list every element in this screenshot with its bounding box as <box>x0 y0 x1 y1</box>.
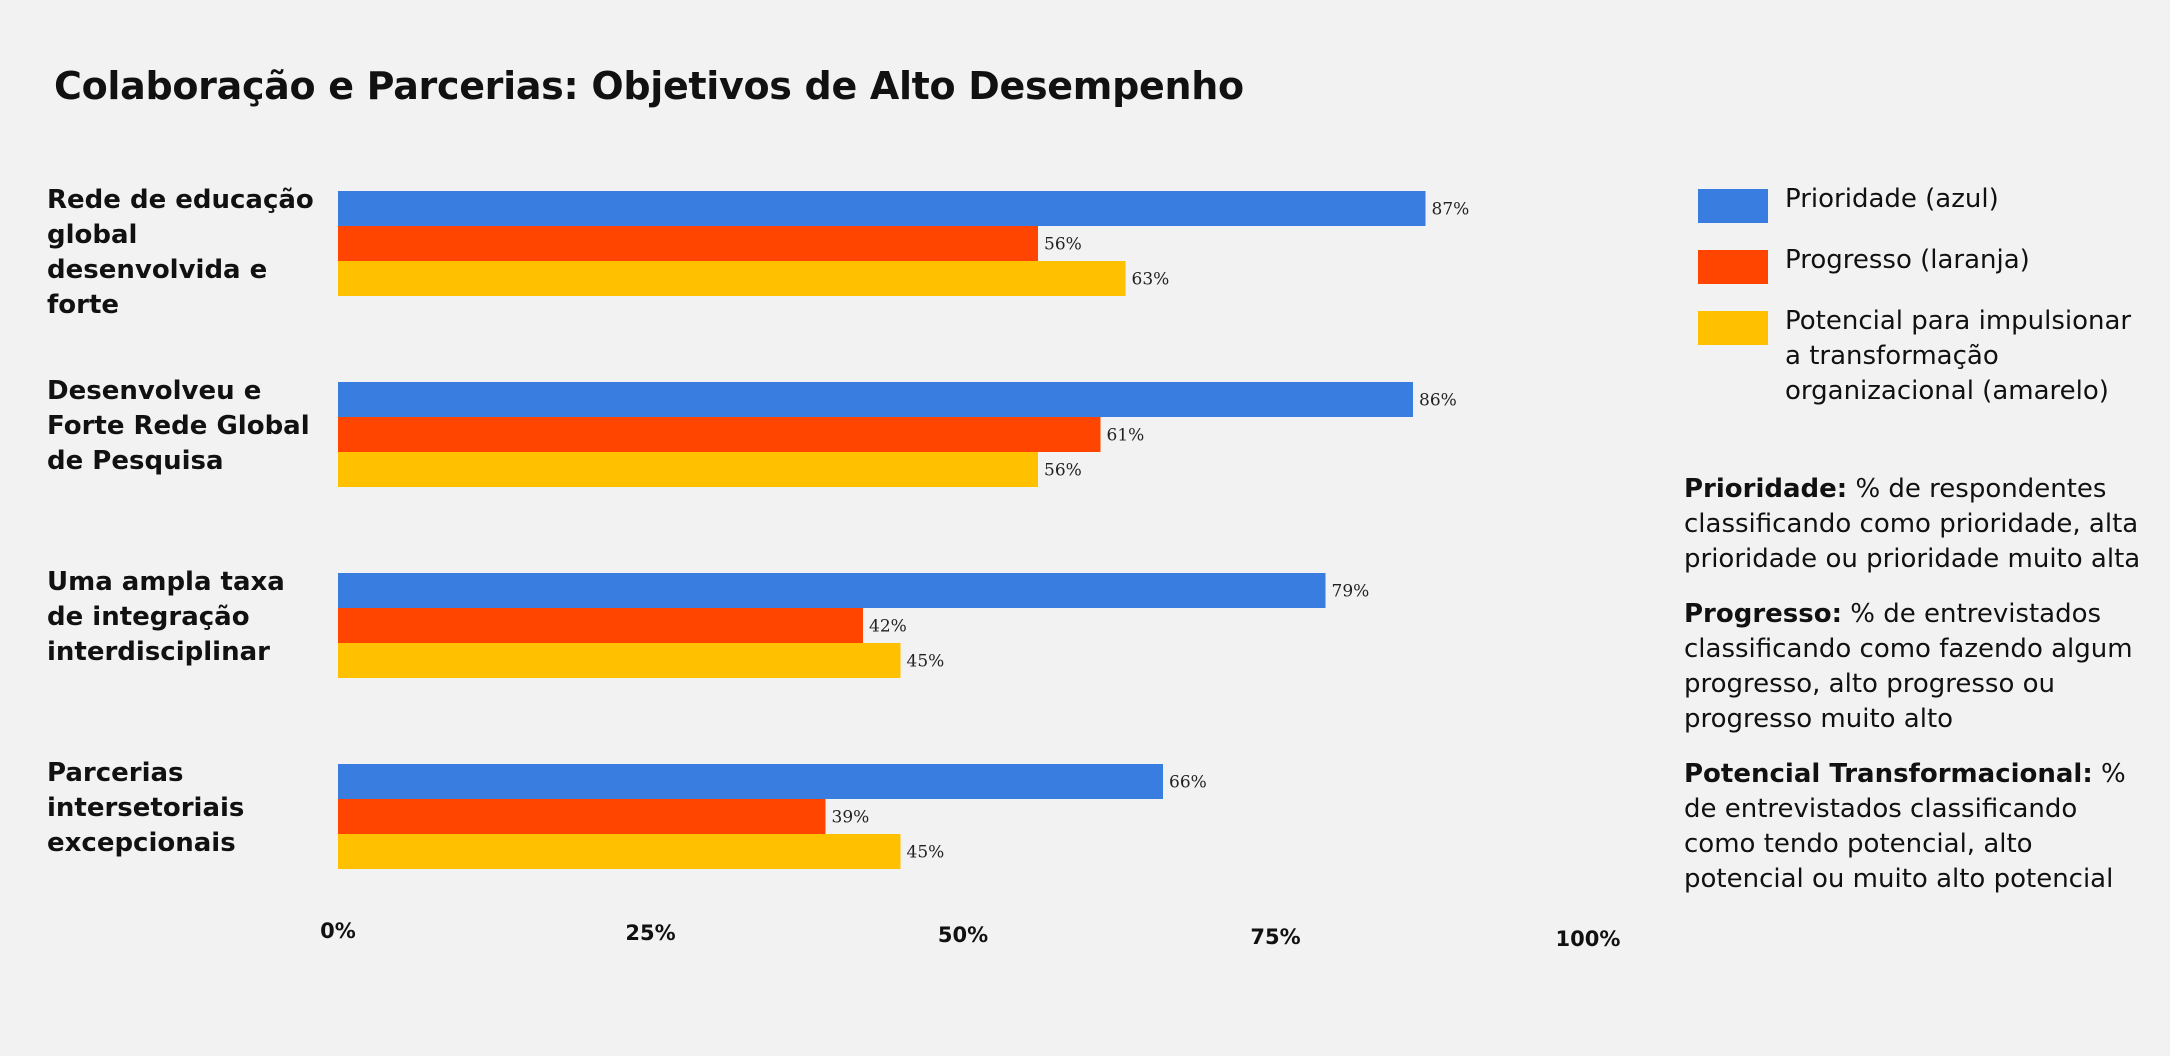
legend-item: Progresso (laranja) <box>1698 243 2138 284</box>
bar-value-label: 56% <box>1044 461 1082 481</box>
definition-note: Progresso: % de entrevistados classifica… <box>1684 597 2144 737</box>
bar-1-series-2 <box>338 226 1038 261</box>
definition-note: Prioridade: % de respondentes classifica… <box>1684 472 2144 577</box>
category-label: Rede de educação global desenvolvida e f… <box>47 185 314 320</box>
bar-value-label: 63% <box>1132 270 1170 290</box>
bar-value-label: 79% <box>1332 582 1370 602</box>
bar-2-series-1 <box>338 382 1413 417</box>
legend-swatch <box>1698 189 1768 223</box>
legend-item: Prioridade (azul) <box>1698 182 2138 223</box>
bar-4-series-2 <box>338 799 826 834</box>
bar-value-label: 42% <box>869 617 907 637</box>
bar-value-label: 87% <box>1432 200 1470 220</box>
notes: Prioridade: % de respondentes classifica… <box>1684 472 2144 917</box>
bar-2-series-2 <box>338 417 1101 452</box>
bar-1-series-1 <box>338 191 1426 226</box>
bar-value-label: 66% <box>1169 773 1207 793</box>
definition-term: Prioridade: <box>1684 474 1848 504</box>
bar-value-label: 61% <box>1107 426 1145 446</box>
legend-label: Potencial para impulsionar a transformaç… <box>1785 306 2132 406</box>
bar-1-series-3 <box>338 261 1126 296</box>
legend: Prioridade (azul) Progresso (laranja) Pote… <box>1698 182 2138 435</box>
bar-value-label: 39% <box>832 808 870 828</box>
bar-value-label: 86% <box>1419 391 1457 411</box>
definition-text: % de respondentes classificando como pri… <box>1684 474 2141 574</box>
bar-value-label: 56% <box>1044 235 1082 255</box>
bar-3-series-1 <box>338 573 1326 608</box>
bar-3-series-3 <box>338 643 901 678</box>
legend-item: Potencial para impulsionar a transformaç… <box>1698 304 2138 409</box>
bar-3-series-2 <box>338 608 863 643</box>
legend-swatch <box>1698 250 1768 284</box>
definition-note: Potencial Transformacional: % de entrevi… <box>1684 757 2144 897</box>
bar-value-label: 45% <box>907 652 945 672</box>
definition-text: % de entrevistados classificando como fa… <box>1684 599 2133 734</box>
category-label: Desenvolveu e Forte Rede Global de Pesqu… <box>47 376 310 476</box>
chart-title: Colaboração e Parcerias: Objetivos de Al… <box>54 64 1244 108</box>
legend-label: Prioridade (azul) <box>1785 184 1999 214</box>
x-tick-label: 50% <box>938 923 988 947</box>
definition-text: % de entrevistados classificando como te… <box>1684 759 2126 894</box>
legend-label: Progresso (laranja) <box>1785 245 2030 275</box>
definition-term: Potencial Transformacional: <box>1684 759 2093 789</box>
bar-2-series-3 <box>338 452 1038 487</box>
bar-chart: 87%56%63%86%61%56%79%42%45%66%39%45%0% 25… <box>320 191 1621 951</box>
x-tick-label: 100% <box>1556 927 1621 951</box>
bar-value-label: 45% <box>907 843 945 863</box>
category-label: Uma ampla taxa de integração interdiscip… <box>47 567 285 667</box>
legend-swatch <box>1698 311 1768 345</box>
x-tick-label: 0% <box>320 919 356 943</box>
x-tick-label: 75% <box>1250 925 1300 949</box>
bar-4-series-1 <box>338 764 1163 799</box>
definition-term: Progresso: <box>1684 599 1843 629</box>
category-label: Parcerias intersetoriais excepcionais <box>47 758 245 858</box>
bar-4-series-3 <box>338 834 901 869</box>
x-tick-label: 25% <box>625 921 675 945</box>
